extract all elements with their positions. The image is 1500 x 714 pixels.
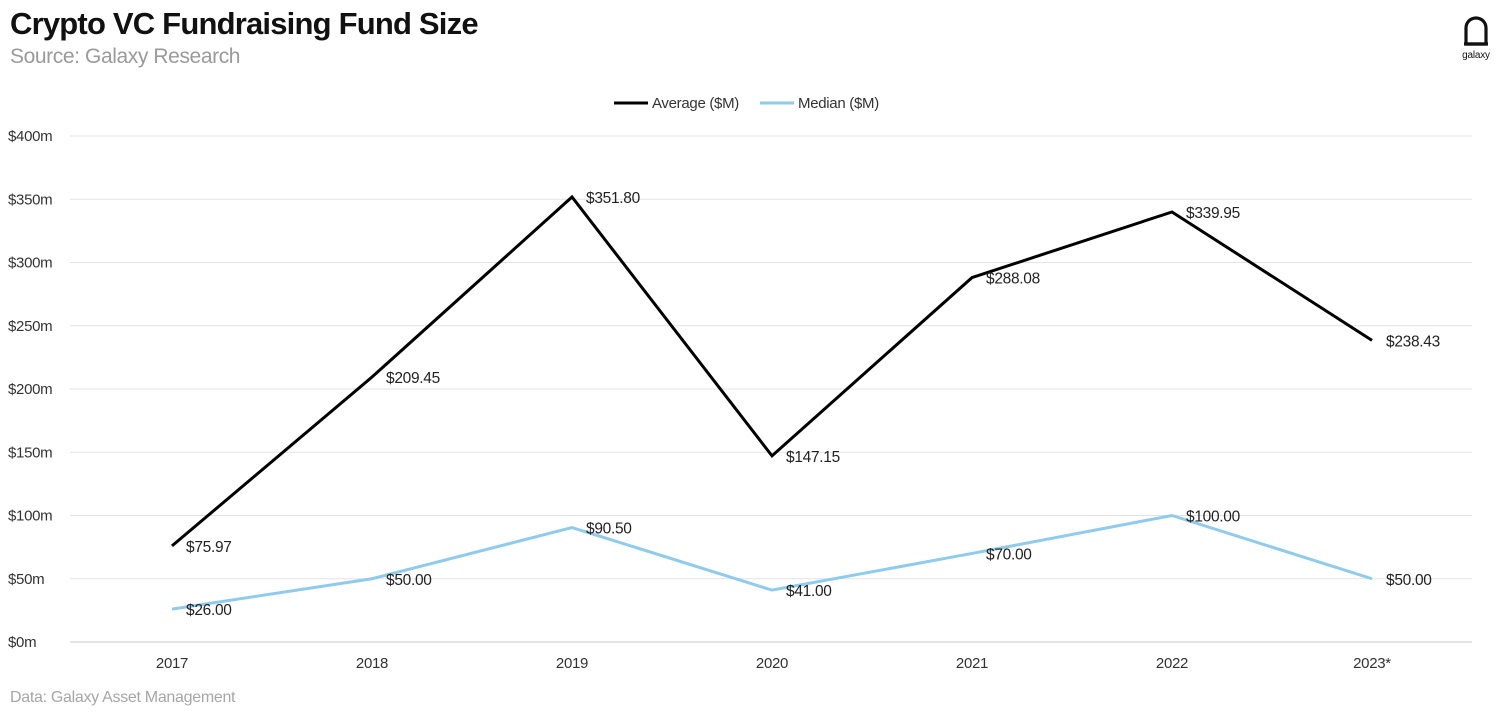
- data-label-average: $351.80: [586, 190, 641, 207]
- galaxy-logo-icon: [1464, 16, 1488, 46]
- y-tick-label: $350m: [8, 191, 52, 208]
- chart-subtitle: Source: Galaxy Research: [10, 45, 241, 68]
- data-label-average: $75.97: [186, 539, 232, 556]
- y-tick-label: $100m: [8, 508, 52, 525]
- x-tick-label: 2022: [1156, 655, 1188, 672]
- data-label-median: $50.00: [386, 572, 432, 589]
- grid-lines: [70, 135, 1472, 643]
- y-tick-label: $400m: [8, 128, 52, 145]
- data-label-average: $339.95: [1186, 205, 1240, 222]
- y-tick-label: $300m: [8, 255, 52, 272]
- legend-label: Median ($M): [798, 95, 879, 112]
- y-tick-label: $200m: [8, 381, 52, 398]
- y-tick-label: $150m: [8, 444, 52, 461]
- legend-label: Average ($M): [652, 95, 739, 112]
- y-axis-ticks: $0m $50m $100m $150m $200m $250m $300m $350m $40…: [8, 128, 53, 651]
- data-label-median: $100.00: [1186, 509, 1241, 526]
- data-label-average: $238.43: [1386, 333, 1440, 350]
- data-labels: $75.97 $209.45 $351.80 $147.15 $288.08 $339.9…: [186, 190, 1440, 619]
- y-tick-label: $0m: [8, 634, 36, 651]
- x-tick-label: 2017: [156, 655, 188, 672]
- x-tick-label: 2020: [756, 655, 788, 672]
- legend: Average ($M) Median ($M): [614, 95, 879, 112]
- chart-footer: Data: Galaxy Asset Management: [10, 689, 236, 706]
- data-label-median: $41.00: [786, 583, 832, 600]
- y-tick-label: $250m: [8, 318, 52, 335]
- x-tick-label: 2018: [356, 655, 388, 672]
- x-tick-label: 2019: [556, 655, 588, 672]
- data-label-median: $70.00: [986, 546, 1032, 563]
- galaxy-logo-text: galaxy: [1462, 50, 1490, 61]
- data-label-median: $90.50: [586, 521, 632, 538]
- data-label-average: $209.45: [386, 370, 440, 387]
- data-label-average: $147.15: [786, 449, 840, 466]
- galaxy-logo: galaxy: [1458, 16, 1494, 66]
- x-tick-label: 2021: [956, 655, 988, 672]
- y-tick-label: $50m: [8, 571, 44, 588]
- data-label-average: $288.08: [986, 271, 1040, 288]
- data-label-median: $50.00: [1386, 572, 1432, 589]
- x-axis-ticks: 2017 2018 2019 2020 2021 2022 2023*: [156, 655, 1392, 672]
- series-line-average: [171, 194, 1373, 548]
- x-tick-label: 2023*: [1353, 655, 1391, 672]
- data-label-median: $26.00: [186, 602, 232, 619]
- series-line-median: [171, 513, 1373, 611]
- series-lines: [171, 194, 1373, 611]
- chart-title: Crypto VC Fundraising Fund Size: [10, 6, 479, 41]
